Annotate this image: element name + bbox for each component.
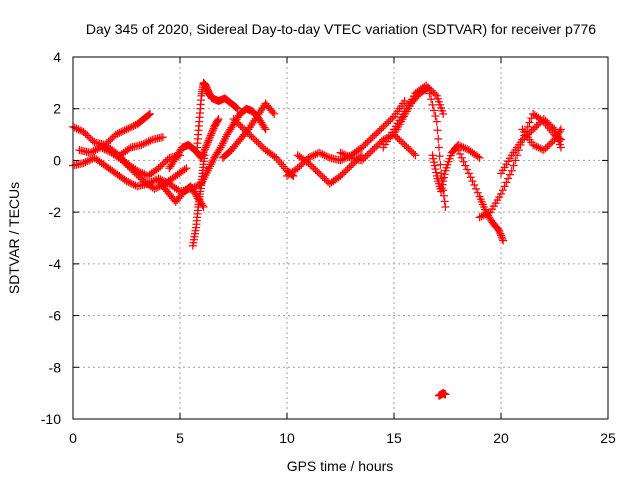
y-tick-label: 4: [53, 49, 61, 65]
series-arc-4: [101, 109, 155, 149]
y-tick-label: -8: [49, 359, 62, 375]
series-arc-18: [428, 140, 484, 196]
y-tick-label: -2: [49, 204, 62, 220]
y-axis-label: SDTVAR / TECUs: [6, 182, 22, 294]
y-tick-label: -6: [49, 308, 62, 324]
x-tick-label: 10: [279, 430, 295, 446]
y-tick-label: -10: [41, 411, 61, 427]
plot-frame: [72, 56, 609, 420]
series-arc-9: [193, 78, 242, 152]
x-tick-label: 25: [600, 430, 616, 446]
data-points: [69, 78, 565, 400]
series-arc-8: [188, 151, 209, 250]
y-tick-label: -4: [49, 256, 62, 272]
series-arc-7: [165, 115, 223, 173]
x-axis-label: GPS time / hours: [287, 458, 394, 474]
x-tick-label: 5: [176, 430, 184, 446]
series-arc-5: [116, 133, 167, 160]
y-tick-label: 0: [53, 152, 61, 168]
series-arc-19: [454, 146, 508, 245]
chart-title: Day 345 of 2020, Sidereal Day-to-day VTE…: [86, 21, 596, 37]
x-tick-label: 20: [493, 430, 509, 446]
series-arc-17: [390, 84, 450, 211]
x-tick-label: 0: [69, 430, 77, 446]
series-arc-23: [434, 389, 450, 400]
y-tick-label: 2: [53, 101, 61, 117]
series-arc-22: [518, 125, 565, 155]
series-arc-2: [69, 122, 184, 180]
grid-lines: [73, 57, 608, 419]
x-tick-label: 15: [386, 430, 402, 446]
